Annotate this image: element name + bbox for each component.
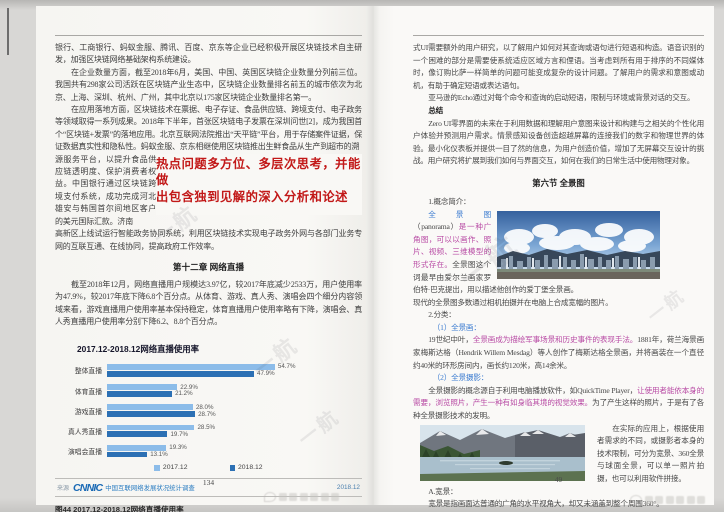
- label-wide-view: A.宽景：: [428, 486, 458, 496]
- source-prefix: 来源: [57, 486, 70, 493]
- bar-value-label: 22.9%: [180, 383, 198, 391]
- chart-category-label: 体育直播: [74, 388, 102, 396]
- bar-2017.12: [107, 444, 167, 451]
- red-annotation-line1: 热点问题多方位、多层次思考，并能做: [156, 156, 361, 188]
- class2-rest: 为了产生这样的照片，于是有了各种全景摄影技术的发明。: [413, 398, 705, 421]
- paragraph-echo: 亚马逊的Echo通过对每个命令和查询的启动短语，限制与环境或背景对话的交互。: [428, 93, 695, 103]
- source-text: 中国互联网络发展状况统计调查: [105, 485, 195, 493]
- city-panorama-illustration: [497, 210, 660, 279]
- concept-term: 全景图: [428, 209, 491, 219]
- bar-2018.12: [107, 451, 148, 458]
- bar-2018.12: [107, 431, 168, 438]
- bar-value-label: 54.7%: [277, 363, 296, 371]
- bar-value-label: 28.7%: [198, 410, 216, 418]
- concept-term-en: （panorama）: [413, 222, 459, 232]
- chart-row: 真人秀直播 28.5% 19.7%: [55, 424, 362, 438]
- paragraph-blockchain-3c: 高新区上线试运行智能政务协同系统，利用区块链技术实现电子政务外网与各部门业务专网…: [55, 229, 362, 251]
- mountain-lake-illustration: [420, 424, 585, 481]
- left-page: 银行、工商银行、蚂蚁金服、腾讯、百度、京东等企业已经积极开展区块链技术自主研发，…: [36, 6, 374, 512]
- class2-paragraph: 全景摄影的概念源自于利用电脑播放软件，如QuickTime Player，让使用…: [413, 385, 704, 423]
- concept-rest-text: 全景图这个词最早由爱尔兰画家罗伯特·巴克提出，用以描述他创作的爱丁堡全景画。: [413, 259, 578, 295]
- class1-pre: 19世纪中叶，: [428, 335, 473, 345]
- class2-pre: 全景摄影的概念源自于利用电脑播放软件，如QuickTime Player，: [428, 385, 638, 395]
- practice-block: 在实际的应用上，根据使用者需求的不同，或摄影者本身的技术限制，可分为宽景、360…: [413, 423, 704, 511]
- bar-value-label: 19.7%: [170, 430, 189, 438]
- legend-item: 2018.12: [229, 464, 263, 472]
- chart-row: 演唱会直播 19.3% 13.1%: [55, 444, 362, 458]
- bar-value-label: 47.9%: [257, 370, 275, 378]
- concept-block: 全景图 （panorama）是一种广角图，可以以画作、照片、视频、三维模型的形式存…: [413, 209, 704, 297]
- bar-value-label: 13.1%: [150, 450, 168, 458]
- bar-2017.12: [107, 404, 193, 411]
- figure-caption: 图44 2017.12-2018.12网络直播使用率: [55, 505, 184, 512]
- right-page-top-rule: [413, 35, 704, 36]
- class1-colored: 全景画成为描绘军事场景和历史事件的表现手法。: [472, 335, 638, 345]
- city-panorama-photo: [497, 210, 660, 279]
- red-annotation-line2: 出包含独到见解的深入分析和论述: [156, 189, 348, 204]
- right-page-number: 49: [554, 475, 563, 484]
- section-heading: 第六节 全景图: [532, 177, 585, 188]
- bar-2017.12: [107, 424, 195, 431]
- bar-value-label: 19.3%: [169, 444, 187, 452]
- chart-category-label: 整体直播: [74, 368, 102, 376]
- paragraph-wide-view: 宽景是指画面达普通的广角的水平视角大，却又未涵盖到整个周围360°。: [428, 499, 664, 509]
- bar-chart: 2017.12-2018.12网络直播使用率 整体直播 54.7% 47.9% 体育直…: [55, 343, 362, 512]
- right-page: 式UI需要额外的用户研究，以了解用户如何对其查询或语句进行短语和构造。语音识别的…: [374, 6, 714, 512]
- paragraph-practice: 在实际的应用上，根据使用者需求的不同，或摄影者本身的技术限制，可分为宽景、360…: [597, 423, 704, 483]
- mountain-lake-photo: [420, 424, 585, 481]
- chart-legend: 2017.12 2018.12: [55, 464, 362, 471]
- legend-swatch: [229, 465, 235, 471]
- chart-category-label: 演唱会直播: [68, 449, 102, 457]
- paragraph-modern-panorama: 现代的全景图多数通过相机拍摄并在电脑上合成宽幅的图片。: [413, 297, 613, 307]
- paragraph-blockchain-3a: 在应用落地方面，区块链技术在票据、电子存证、食品供应链、跨境支付、电子政务等领域…: [55, 105, 362, 152]
- legend-label: 2017.12: [162, 464, 188, 472]
- red-annotation: 热点问题多方位、多层次思考，并能做 出包含独到见解的深入分析和论述: [156, 153, 362, 215]
- classification-label: 2.分类：: [428, 310, 456, 320]
- legend-swatch: [154, 465, 160, 471]
- class1-paragraph: 19世纪中叶，全景画成为描绘军事场景和历史事件的表现手法。1881年，荷兰海景画…: [413, 334, 704, 372]
- chart-rows: 整体直播 54.7% 47.9% 体育直播 22.9% 21.2% 游戏直播 28.0% 28.…: [55, 363, 362, 458]
- chart-source-row: 来源 CNNIC 中国互联网络发展状况统计调查 2018.12: [55, 478, 362, 498]
- page-gutter-shadow: [366, 6, 380, 505]
- source-date: 2018.12: [336, 484, 360, 492]
- left-page-top-rule: [55, 35, 362, 36]
- paragraph-ui-research: 式UI需要额外的用户研究，以了解用户如何对其查询或语句进行短语和构造。语音识别的…: [413, 43, 704, 90]
- annotation-wrap-zone: 热点问题多方位、多层次思考，并能做 出包含独到见解的深入分析和论述 源服务平台，…: [55, 153, 362, 228]
- summary-heading: 总结: [428, 105, 443, 115]
- paragraph-summary: Zero UI零界面的未来在于利用数据和理解用户意图来设计和构建与之相关的个性化…: [413, 118, 704, 166]
- bar-value-label: 28.0%: [195, 403, 214, 411]
- class2-label: （2）全景摄影：: [432, 373, 489, 383]
- bar-2017.12: [107, 364, 275, 370]
- bar-2018.12: [107, 411, 196, 417]
- class1-rest: 1881年，荷兰海景画家梅斯达格（Hendrik Willem Mesdag）等…: [413, 335, 704, 370]
- chapter-heading: 第十二章 网络直播: [172, 261, 245, 272]
- chart-row: 游戏直播 28.0% 28.7%: [55, 404, 362, 418]
- concept-paragraph: 全景图 （panorama）是一种广角图，可以以画作、照片、视频、三维模型的形式存…: [413, 209, 704, 297]
- left-page-number: 134: [202, 478, 215, 487]
- paragraph-blockchain-3b: 源服务平台，以提升食品供应链透明度、保护消费者权益。中国银行通过区块链跨境支付系…: [55, 154, 156, 226]
- chart-category-label: 游戏直播: [74, 408, 102, 416]
- bar-value-label: 21.2%: [175, 390, 193, 398]
- chart-row: 整体直播 54.7% 47.9%: [55, 363, 362, 378]
- class1-label: （1）全景画：: [432, 322, 481, 332]
- paragraph-blockchain-1: 银行、工商银行、蚂蚁金服、腾讯、百度、京东等企业已经积极开展区块链技术自主研发，…: [55, 43, 362, 65]
- bar-2018.12: [107, 391, 173, 397]
- chart-title: 2017.12-2018.12网络直播使用率: [77, 343, 199, 354]
- bar-2018.12: [107, 370, 255, 377]
- paragraph-blockchain-2: 在企业数量方面，截至2018年6月，美国、中国、英国区块链企业数量分列前三位。我…: [55, 67, 362, 102]
- chart-row: 体育直播 22.9% 21.2%: [55, 384, 362, 398]
- scan-edge-mark: [7, 8, 9, 55]
- chart-category-label: 真人秀直播: [68, 428, 102, 436]
- bar-value-label: 28.5%: [197, 424, 216, 431]
- concept-intro-label: 1.概念简介：: [428, 196, 471, 206]
- bar-2017.12: [107, 384, 178, 391]
- legend-item: 2017.12: [154, 464, 188, 472]
- cnnic-logo: CNNIC: [73, 481, 103, 494]
- legend-label: 2018.12: [238, 464, 263, 472]
- class2-colored: 让使用者能依本身的需要，浏览照片，产生一种有如身临其境的视觉效果。: [413, 385, 704, 408]
- paragraph-livestream: 截至2018年12月，网络直播用户规模达3.97亿，较2017年底减少2533万…: [55, 279, 362, 327]
- concept-colored-text: 是一种广角图，可以以画作、照片、视频、三维模型的形式存在。: [413, 222, 492, 269]
